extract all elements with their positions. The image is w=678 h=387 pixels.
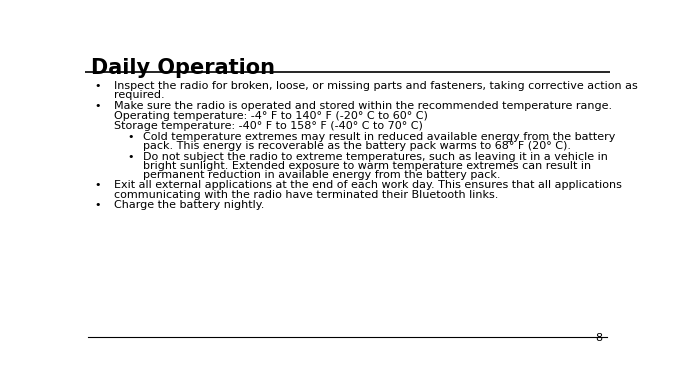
Text: communicating with the radio have terminated their Bluetooth links.: communicating with the radio have termin… [114, 190, 498, 200]
Text: •: • [94, 200, 100, 210]
Text: •: • [94, 81, 100, 91]
Text: Charge the battery nightly.: Charge the battery nightly. [114, 200, 264, 210]
Text: Make sure the radio is operated and stored within the recommended temperature ra: Make sure the radio is operated and stor… [114, 101, 612, 111]
Text: •: • [127, 132, 134, 142]
Text: Daily Operation: Daily Operation [91, 58, 275, 78]
Text: •: • [127, 152, 134, 162]
Text: required.: required. [114, 90, 165, 100]
Text: permanent reduction in available energy from the battery pack.: permanent reduction in available energy … [143, 170, 500, 180]
Text: Storage temperature: -40° F to 158° F (-40° C to 70° C): Storage temperature: -40° F to 158° F (-… [114, 120, 423, 130]
Text: •: • [94, 180, 100, 190]
Text: Exit all external applications at the end of each work day. This ensures that al: Exit all external applications at the en… [114, 180, 622, 190]
Text: Cold temperature extremes may result in reduced available energy from the batter: Cold temperature extremes may result in … [143, 132, 615, 142]
Text: Do not subject the radio to extreme temperatures, such as leaving it in a vehicl: Do not subject the radio to extreme temp… [143, 152, 607, 162]
Text: pack. This energy is recoverable as the battery pack warms to 68° F (20° C).: pack. This energy is recoverable as the … [143, 140, 571, 151]
Text: bright sunlight. Extended exposure to warm temperature extremes can result in: bright sunlight. Extended exposure to wa… [143, 161, 591, 171]
Text: Operating temperature: -4° F to 140° F (-20° C to 60° C): Operating temperature: -4° F to 140° F (… [114, 111, 428, 121]
Text: 8: 8 [595, 333, 603, 343]
Text: Inspect the radio for broken, loose, or missing parts and fasteners, taking corr: Inspect the radio for broken, loose, or … [114, 81, 638, 91]
Text: •: • [94, 101, 100, 111]
